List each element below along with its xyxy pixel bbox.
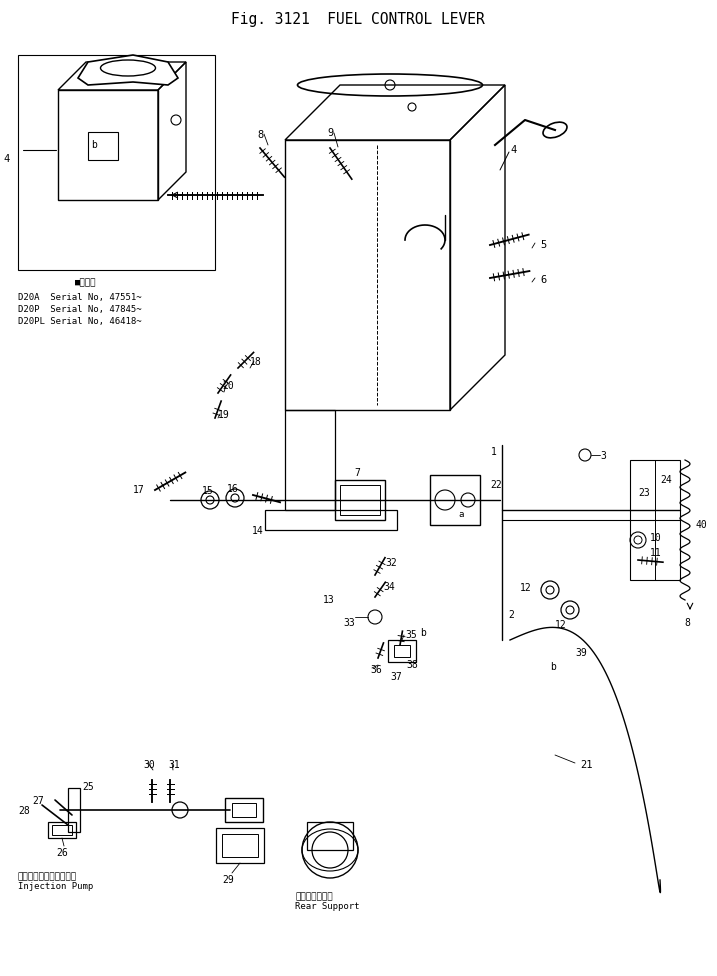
Bar bbox=[232, 803, 256, 817]
Text: 22: 22 bbox=[490, 480, 502, 490]
Bar bbox=[388, 640, 416, 662]
Text: リヤーサポート: リヤーサポート bbox=[295, 892, 333, 901]
Text: 8: 8 bbox=[257, 130, 263, 140]
Text: 30: 30 bbox=[143, 760, 155, 770]
Text: b: b bbox=[420, 628, 426, 638]
Text: 17: 17 bbox=[133, 485, 145, 495]
Text: 23: 23 bbox=[638, 488, 650, 498]
Text: Fig. 3121  FUEL CONTROL LEVER: Fig. 3121 FUEL CONTROL LEVER bbox=[231, 12, 485, 27]
Text: 32: 32 bbox=[385, 558, 397, 568]
Text: 31: 31 bbox=[168, 760, 180, 770]
Bar bbox=[216, 828, 264, 863]
Polygon shape bbox=[78, 55, 178, 85]
Text: D20A  Serial No, 47551~: D20A Serial No, 47551~ bbox=[18, 293, 142, 302]
Text: 5: 5 bbox=[540, 240, 546, 250]
Text: 28: 28 bbox=[18, 806, 30, 816]
Text: 26: 26 bbox=[56, 848, 68, 858]
Text: 11: 11 bbox=[650, 548, 662, 558]
Text: 4: 4 bbox=[4, 154, 10, 164]
Text: 25: 25 bbox=[82, 782, 94, 792]
Text: a: a bbox=[458, 510, 463, 519]
Text: 16: 16 bbox=[227, 484, 239, 494]
Text: 1: 1 bbox=[491, 447, 497, 457]
Text: 34: 34 bbox=[383, 582, 395, 592]
Text: 8: 8 bbox=[684, 618, 690, 628]
Bar bbox=[394, 645, 410, 657]
Bar bbox=[222, 834, 258, 857]
Bar bbox=[52, 825, 72, 835]
Text: 33: 33 bbox=[343, 618, 355, 628]
Text: 6: 6 bbox=[540, 275, 546, 285]
Text: 29: 29 bbox=[222, 875, 234, 885]
Text: ■用号数: ■用号数 bbox=[75, 278, 97, 287]
Text: 39: 39 bbox=[575, 648, 587, 658]
Bar bbox=[430, 475, 480, 525]
Text: 3: 3 bbox=[600, 451, 606, 461]
Bar bbox=[18, 55, 215, 270]
Text: 12: 12 bbox=[555, 620, 566, 630]
Text: D20PL Serial No, 46418~: D20PL Serial No, 46418~ bbox=[18, 317, 142, 326]
Text: 21: 21 bbox=[580, 760, 592, 770]
Text: 24: 24 bbox=[660, 475, 672, 485]
Bar bbox=[48, 822, 76, 838]
Bar bbox=[88, 132, 118, 160]
Text: 35: 35 bbox=[405, 630, 417, 640]
Text: インジェクションポンプ: インジェクションポンプ bbox=[18, 872, 77, 881]
Text: 19: 19 bbox=[218, 410, 229, 420]
Text: 10: 10 bbox=[650, 533, 662, 543]
Text: 13: 13 bbox=[323, 595, 335, 605]
Text: b: b bbox=[550, 662, 556, 672]
Text: 14: 14 bbox=[252, 526, 264, 536]
Text: 27: 27 bbox=[32, 796, 44, 806]
Text: Rear Support: Rear Support bbox=[295, 902, 359, 911]
Text: 18: 18 bbox=[250, 357, 262, 367]
Text: 36: 36 bbox=[370, 665, 381, 675]
Bar bbox=[225, 798, 263, 822]
Text: 12: 12 bbox=[520, 583, 532, 593]
Text: 15: 15 bbox=[202, 486, 214, 496]
Text: b: b bbox=[91, 140, 97, 150]
Bar bbox=[340, 485, 380, 515]
Text: 37: 37 bbox=[390, 672, 402, 682]
Text: Injection Pump: Injection Pump bbox=[18, 882, 93, 891]
Text: 7: 7 bbox=[354, 468, 360, 478]
Text: 4: 4 bbox=[510, 145, 516, 155]
Text: 20: 20 bbox=[222, 381, 234, 391]
Text: 40: 40 bbox=[695, 520, 707, 530]
Text: 2: 2 bbox=[508, 610, 514, 620]
Text: D20P  Serial No, 47845~: D20P Serial No, 47845~ bbox=[18, 305, 142, 314]
Text: 38: 38 bbox=[406, 660, 418, 670]
Bar bbox=[335, 480, 385, 520]
Bar bbox=[307, 822, 353, 850]
Text: 9: 9 bbox=[327, 128, 333, 138]
